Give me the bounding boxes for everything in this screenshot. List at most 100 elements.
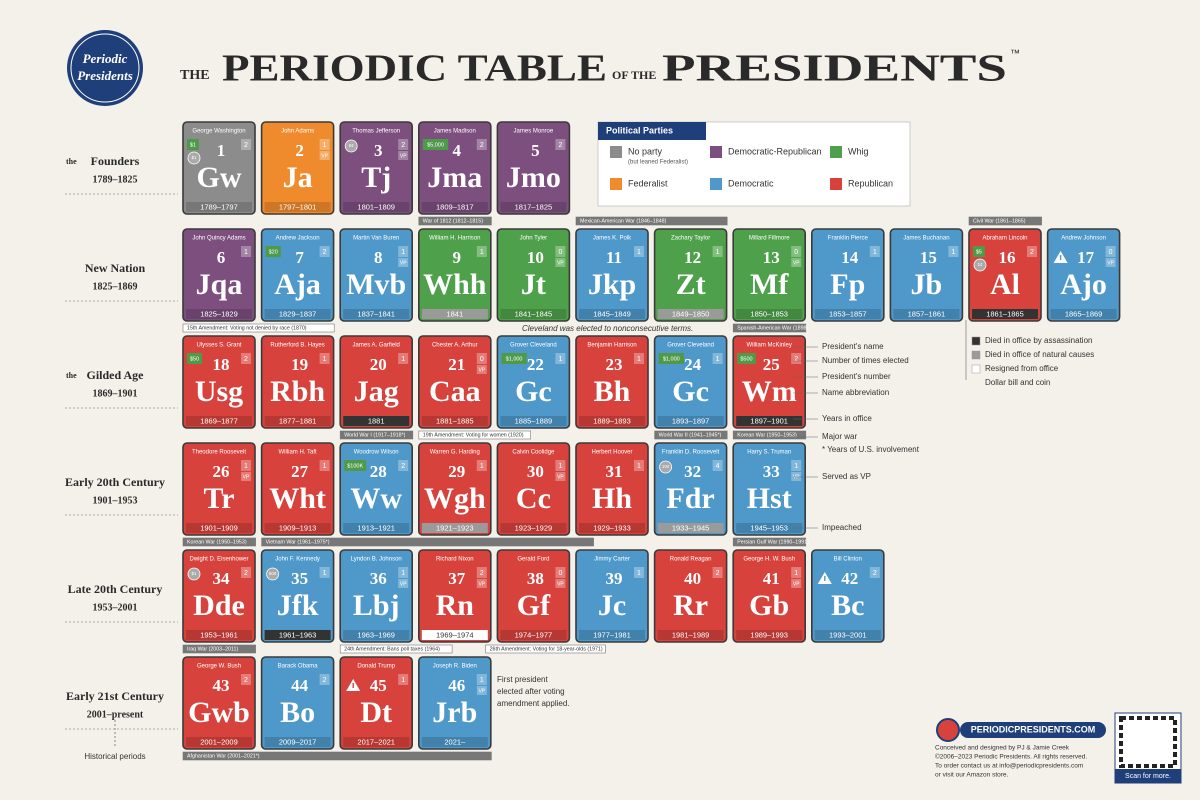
years: 1841–1845 [515, 309, 553, 318]
president-number: 21 [448, 355, 465, 374]
legend-title: Political Parties [606, 125, 673, 135]
abbreviation: Whh [423, 268, 487, 301]
status-label: Dollar bill and coin [985, 378, 1050, 387]
vp-box [476, 579, 487, 588]
abbreviation: Gw [197, 161, 242, 194]
abbreviation: Bh [594, 375, 631, 408]
abbreviation: Jma [427, 161, 482, 194]
years-bar [421, 737, 488, 747]
legend-swatch [830, 178, 842, 190]
years: 1849–1850 [672, 309, 710, 318]
logo [67, 30, 143, 106]
president-name: Benjamin Harrison [587, 343, 636, 349]
vp: VP [400, 153, 407, 159]
years-bar [736, 630, 803, 640]
bill-label: $5 [976, 249, 982, 255]
legend-header [598, 122, 706, 140]
times-elected: 1 [401, 356, 405, 363]
years: 1945–1953 [750, 523, 788, 532]
years-bar [1050, 309, 1117, 319]
years: 1850–1853 [750, 309, 788, 318]
period-prefix: the [66, 157, 77, 166]
times-elected: 1 [637, 356, 641, 363]
status-swatch [971, 364, 981, 374]
years: 1897–1901 [750, 416, 788, 425]
elected-box [241, 139, 251, 150]
amendment-note: First president [497, 675, 548, 684]
qr-code [1119, 716, 1177, 768]
elected-box [319, 246, 330, 257]
key-label: President's name [822, 342, 884, 351]
years-bar [343, 737, 410, 747]
times-elected: 2 [401, 142, 405, 149]
years: 1789–1797 [200, 202, 238, 211]
years: 1977–1981 [593, 630, 631, 639]
title-pre: THE [180, 68, 210, 83]
elected-box [319, 674, 330, 685]
abbreviation: Hst [747, 482, 792, 515]
abbreviation: Fp [830, 268, 865, 301]
elected-box [791, 567, 802, 578]
event-label: Vietnam War (1961–1975*) [266, 540, 330, 546]
period-years: 1825–1869 [93, 281, 138, 292]
bill [265, 246, 281, 257]
elected-box [634, 567, 644, 578]
vp-box [398, 151, 409, 160]
key-label: President's number [822, 372, 891, 381]
times-elected: 1 [480, 677, 484, 684]
coin [659, 460, 672, 474]
president-number: 11 [606, 248, 622, 267]
president-name: William McKinley [747, 343, 792, 349]
bill [973, 246, 985, 257]
years-bar [264, 737, 331, 747]
coin [266, 567, 280, 581]
years-bar [500, 523, 567, 533]
times-elected: 1 [558, 463, 562, 470]
status-swatch [971, 336, 981, 346]
period-name: Early 20th Century [65, 475, 165, 489]
event-label: World War II (1941–1945*) [659, 433, 722, 439]
years: 1865–1869 [1065, 309, 1103, 318]
key-label: Major war [822, 432, 857, 441]
vp: VP [557, 581, 564, 587]
event-label: 26th Amendment: Voting for 18-year-olds … [490, 647, 603, 653]
years: 1929–1933 [593, 523, 631, 532]
times-elected: 1 [637, 249, 641, 256]
vp-box [1105, 258, 1116, 267]
president-number: 9 [453, 248, 462, 267]
card [575, 335, 649, 429]
president-number: 26 [213, 462, 230, 481]
president-name: George H. W. Bush [743, 557, 795, 563]
years-bar [972, 309, 1038, 319]
abbreviation: Jc [598, 589, 626, 622]
period-years: 1953–2001 [93, 602, 138, 613]
card [575, 442, 649, 536]
bill [501, 353, 527, 364]
years-bar [186, 202, 252, 212]
event-banner [485, 644, 606, 654]
times-elected: 1 [637, 463, 641, 470]
elected-box [476, 246, 487, 257]
vp-box [241, 472, 251, 481]
abbreviation: Gf [517, 589, 551, 622]
times-elected: 2 [794, 356, 798, 363]
years: 1841 [446, 309, 463, 318]
legend-swatch [710, 146, 722, 158]
vp: VP [557, 474, 564, 480]
years-bar [421, 416, 488, 426]
years-bar [264, 202, 331, 212]
abbreviation: Bc [831, 589, 864, 622]
event-banner [732, 323, 807, 333]
card [496, 121, 571, 215]
times-elected: 2 [873, 570, 877, 577]
key-label: Years in office [822, 414, 872, 423]
card [260, 121, 335, 215]
bill-label: $1,000 [506, 356, 523, 362]
elected-box [791, 353, 802, 364]
elected-box [319, 460, 330, 471]
president-number: 45 [370, 676, 387, 695]
abbreviation: Dt [360, 696, 392, 729]
card [260, 442, 335, 536]
card [575, 228, 649, 322]
times-elected: 1 [480, 463, 484, 470]
